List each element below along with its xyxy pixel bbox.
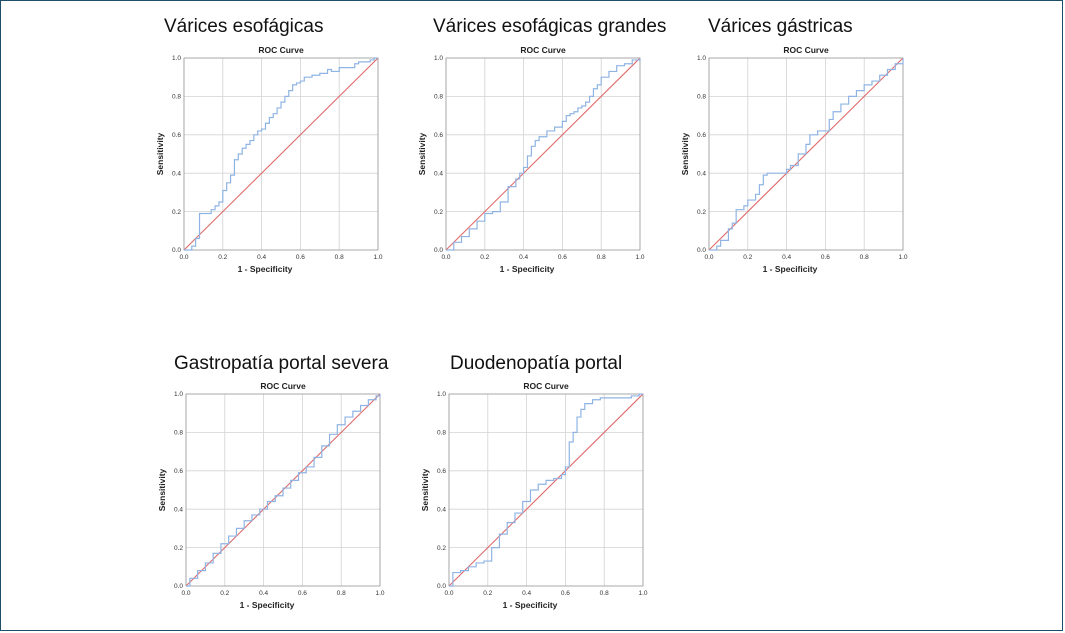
plot-frame: [448, 393, 644, 587]
x-tick-label: 0.4: [522, 590, 531, 597]
roc-chart-varices-gastricas: ROC Curve 0.0 0.2 0.4 0.6 0.8 1.0 0.0 0.2 0.4 0.6 0…: [680, 45, 908, 274]
x-tick-label: 0.8: [600, 590, 609, 597]
y-tick-label: 0.8: [697, 94, 706, 101]
y-tick-label: 1.0: [172, 55, 181, 62]
x-tick-label: 0.0: [441, 254, 450, 261]
roc-curve: [446, 58, 641, 251]
y-tick-label: 0.8: [437, 430, 446, 437]
x-tick-label: 1.0: [638, 590, 647, 597]
y-tick-label: 0.8: [172, 94, 181, 101]
x-tick-label: 0.6: [296, 254, 305, 261]
y-tick-label: 0.6: [174, 468, 183, 475]
x-tick-label: 0.2: [480, 254, 489, 261]
x-tick-label: 0.8: [337, 590, 346, 597]
y-tick-label: 0.6: [434, 132, 443, 139]
roc-curve: [709, 58, 904, 251]
roc-curve: [184, 57, 378, 251]
x-tick-label: 0.0: [181, 590, 190, 597]
plot-frame: [708, 57, 904, 251]
y-tick-label: 0.4: [697, 170, 706, 177]
x-tick-label: 0.6: [821, 254, 830, 261]
x-axis-label: 1 - Specificity: [503, 600, 558, 610]
x-tick-label: 1.0: [373, 254, 382, 261]
y-tick-label: 1.0: [434, 55, 443, 62]
y-tick-label: 1.0: [697, 55, 706, 62]
y-tick-label: 0.2: [172, 209, 181, 216]
x-tick-label: 0.0: [179, 254, 188, 261]
x-tick-label: 0.4: [519, 254, 528, 261]
y-axis-label: Sensitivity: [420, 468, 430, 511]
x-tick-label: 0.4: [257, 254, 266, 261]
reference-line: [183, 57, 379, 251]
y-tick-label: 0.0: [434, 247, 443, 254]
y-tick-label: 0.0: [174, 583, 183, 590]
x-tick-label: 0.4: [259, 590, 268, 597]
roc-curve: [449, 393, 643, 587]
y-tick-label: 0.2: [174, 545, 183, 552]
roc-chart-duodenopatia-portal: ROC Curve 0.0 0.2 0.4 0.6 0.8 1.0 0.0 0.2 0.4 0.6 0…: [420, 381, 648, 610]
y-tick-label: 0.4: [172, 170, 181, 177]
panel-title: Várices gástricas: [708, 16, 853, 37]
roc-curve: [186, 394, 381, 587]
y-tick-label: 0.8: [434, 94, 443, 101]
y-tick-label: 0.0: [697, 247, 706, 254]
panel-title: Duodenopatía portal: [450, 353, 623, 374]
y-tick-label: 0.2: [437, 545, 446, 552]
x-tick-label: 0.4: [782, 254, 791, 261]
panel-title: Várices esofágicas grandes: [433, 16, 667, 37]
y-tick-label: 0.4: [174, 506, 183, 513]
y-tick-label: 0.2: [697, 209, 706, 216]
reference-line: [445, 57, 641, 251]
roc-chart-varices-esofagicas: ROC Curve 0.0 0.2 0.4 0.6 0.8 1.0 0.0 0.2 0.4 0.6 0…: [155, 45, 383, 274]
y-tick-label: 1.0: [174, 391, 183, 398]
reference-line: [448, 393, 644, 587]
plot-frame: [185, 393, 381, 587]
y-tick-label: 0.6: [697, 132, 706, 139]
x-axis-label: 1 - Specificity: [500, 264, 555, 274]
x-tick-label: 0.2: [220, 590, 229, 597]
panel-title: Gastropatía portal severa: [174, 353, 389, 374]
chart-title: ROC Curve: [520, 45, 566, 55]
x-tick-label: 1.0: [635, 254, 644, 261]
y-tick-label: 0.6: [437, 468, 446, 475]
x-tick-label: 1.0: [375, 590, 384, 597]
plot-frame: [183, 57, 379, 251]
y-axis-label: Sensitivity: [157, 468, 167, 511]
chart-title: ROC Curve: [260, 381, 306, 391]
chart-title: ROC Curve: [783, 45, 829, 55]
plot-frame: [445, 57, 641, 251]
x-tick-label: 0.0: [704, 254, 713, 261]
x-tick-label: 0.6: [558, 254, 567, 261]
y-axis-label: Sensitivity: [417, 132, 427, 175]
chart-title: ROC Curve: [523, 381, 569, 391]
x-tick-label: 0.2: [743, 254, 752, 261]
roc-chart-varices-esofagicas-grandes: ROC Curve 0.0 0.2 0.4 0.6 0.8 1.0 0.0 0.2 0.4 0.6 0…: [417, 45, 645, 274]
x-axis-label: 1 - Specificity: [238, 264, 293, 274]
x-tick-label: 0.6: [298, 590, 307, 597]
y-tick-label: 0.8: [174, 430, 183, 437]
x-axis-label: 1 - Specificity: [763, 264, 818, 274]
x-tick-label: 0.8: [335, 254, 344, 261]
y-tick-label: 0.4: [434, 170, 443, 177]
x-tick-label: 0.2: [218, 254, 227, 261]
chart-title: ROC Curve: [258, 45, 304, 55]
roc-chart-gastropatia-portal-severa: ROC Curve 0.0 0.2 0.4 0.6 0.8 1.0 0.0 0.2 0.4 0.6 0…: [157, 381, 385, 610]
y-tick-label: 0.2: [434, 209, 443, 216]
x-axis-label: 1 - Specificity: [240, 600, 295, 610]
x-tick-label: 0.6: [561, 590, 570, 597]
y-tick-label: 0.0: [437, 583, 446, 590]
panel-title: Várices esofágicas: [164, 16, 324, 37]
x-tick-label: 0.8: [597, 254, 606, 261]
y-axis-label: Sensitivity: [680, 132, 690, 175]
y-tick-label: 0.0: [172, 247, 181, 254]
x-tick-label: 1.0: [898, 254, 907, 261]
x-tick-label: 0.2: [483, 590, 492, 597]
x-tick-label: 0.8: [860, 254, 869, 261]
y-axis-label: Sensitivity: [155, 132, 165, 175]
y-tick-label: 0.4: [437, 506, 446, 513]
y-tick-label: 0.6: [172, 132, 181, 139]
x-tick-label: 0.0: [444, 590, 453, 597]
y-tick-label: 1.0: [437, 391, 446, 398]
